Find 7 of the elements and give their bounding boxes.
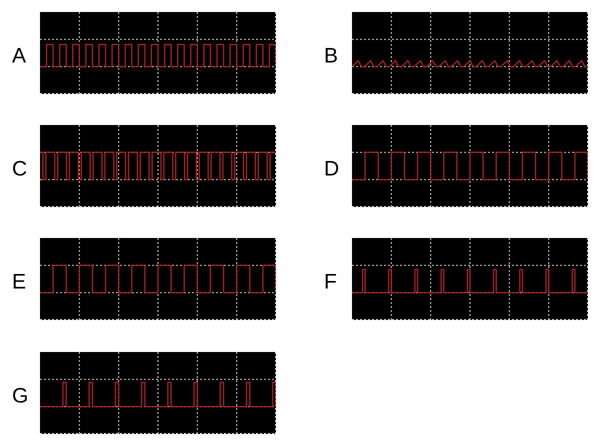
chart-title: B — [324, 44, 338, 68]
chart-title: F — [324, 270, 337, 294]
chart-title: A — [12, 44, 26, 68]
chart-title: G — [12, 384, 28, 408]
chart-title: C — [12, 158, 28, 180]
chart-title: E — [12, 270, 26, 294]
chart-title: D — [324, 158, 340, 180]
